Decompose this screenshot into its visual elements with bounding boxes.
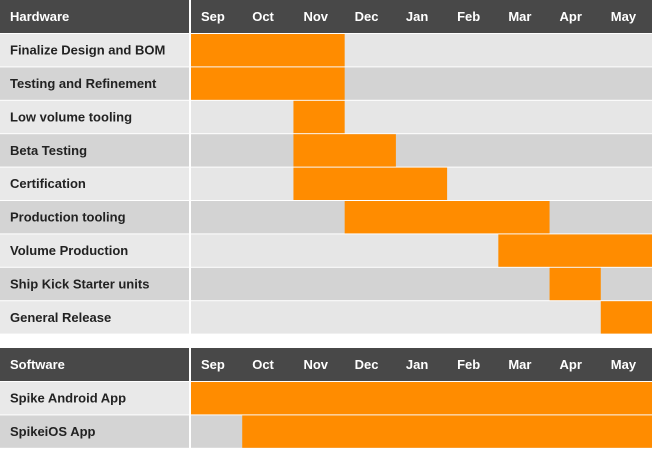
section-title: Software — [10, 357, 65, 372]
task-label: Production tooling — [10, 210, 126, 225]
task-label: General Release — [10, 310, 111, 325]
month-label: Jan — [406, 357, 428, 372]
month-label: Nov — [303, 9, 328, 24]
month-label: Sep — [201, 9, 225, 24]
task-bar — [600, 301, 652, 334]
section-title: Hardware — [10, 9, 69, 24]
label-cell — [0, 382, 189, 415]
month-label: May — [611, 9, 637, 24]
label-cell — [0, 201, 189, 234]
label-cell — [0, 100, 189, 134]
task-label: Low volume tooling — [10, 109, 132, 124]
task-bar — [293, 100, 345, 134]
month-label: Apr — [560, 357, 582, 372]
month-label: Oct — [252, 9, 274, 24]
label-cell — [0, 134, 189, 167]
label-cell — [0, 67, 189, 100]
header-bg — [0, 0, 652, 33]
label-cell — [0, 415, 189, 448]
label-cell — [0, 301, 189, 334]
task-label: Finalize Design and BOM — [10, 43, 165, 58]
month-label: Feb — [457, 9, 480, 24]
task-label: SpikeiOS App — [10, 424, 96, 439]
task-label: Testing and Refinement — [10, 76, 157, 91]
row-bg — [191, 134, 652, 167]
month-label: Dec — [355, 9, 379, 24]
task-label: Spike Android App — [10, 391, 126, 406]
month-label: Apr — [560, 9, 582, 24]
month-label: Jan — [406, 9, 428, 24]
month-label: Oct — [252, 357, 274, 372]
month-label: Nov — [303, 357, 328, 372]
month-label: May — [611, 357, 637, 372]
task-bar — [191, 382, 652, 415]
task-bar — [242, 415, 652, 448]
task-bar — [549, 267, 601, 301]
task-bar — [191, 34, 345, 67]
label-cell — [0, 34, 189, 67]
task-bar — [498, 234, 652, 267]
task-label: Beta Testing — [10, 143, 87, 158]
header-divider — [189, 348, 191, 381]
month-label: Feb — [457, 357, 480, 372]
task-label: Volume Production — [10, 243, 128, 258]
task-bar — [191, 67, 345, 100]
row-bg — [191, 301, 652, 334]
header-bg — [0, 348, 652, 381]
task-label: Ship Kick Starter units — [10, 276, 149, 291]
month-label: Dec — [355, 357, 379, 372]
month-label: Sep — [201, 357, 225, 372]
label-cell — [0, 167, 189, 200]
label-cell — [0, 267, 189, 301]
task-bar — [293, 167, 448, 200]
task-bar — [293, 134, 396, 167]
row-bg — [191, 100, 652, 134]
task-bar — [344, 201, 550, 234]
month-label: Mar — [508, 357, 531, 372]
header-divider — [189, 0, 191, 33]
month-label: Mar — [508, 9, 531, 24]
task-label: Certification — [10, 176, 86, 191]
label-cell — [0, 234, 189, 267]
